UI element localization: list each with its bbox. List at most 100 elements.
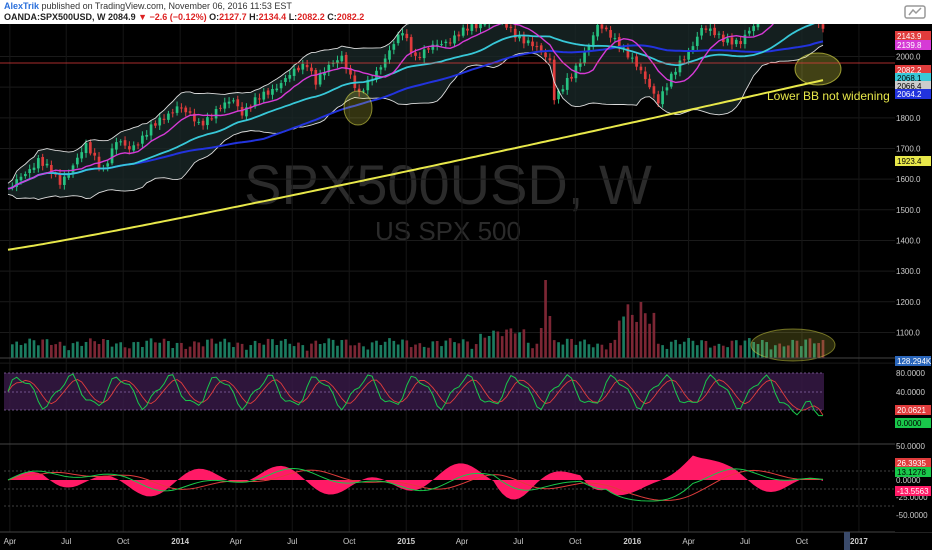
- candle-body: [444, 41, 448, 44]
- volume-bar: [32, 340, 36, 358]
- volume-bar: [726, 347, 729, 358]
- volume-bar: [557, 342, 560, 358]
- candle-body: [505, 24, 508, 28]
- price-tag-label: 2068.1: [897, 74, 922, 83]
- volume-bar: [357, 342, 361, 358]
- volume-bar: [652, 312, 656, 358]
- volume-bar: [791, 339, 794, 358]
- volume-bar: [240, 343, 244, 358]
- candle-body: [297, 67, 300, 71]
- volume-bar: [89, 338, 92, 358]
- ma-long-line: [7, 79, 824, 251]
- volume-bar: [80, 345, 84, 358]
- candle-body: [305, 64, 309, 68]
- bollinger-lower-line: [7, 44, 824, 200]
- candle-body: [340, 55, 344, 62]
- volume-bar: [258, 343, 261, 358]
- candle-body: [145, 134, 149, 137]
- volume-bar: [782, 346, 786, 358]
- rsi-tick-label: 80.0000: [896, 369, 925, 378]
- volume-bar: [331, 339, 335, 358]
- candle-body: [691, 46, 695, 52]
- volume-bar: [587, 344, 591, 358]
- volume-bar: [435, 340, 439, 358]
- candle-body: [427, 48, 430, 50]
- price-scale[interactable]: [895, 24, 932, 532]
- volume-bar: [249, 345, 253, 358]
- candle-body: [695, 36, 699, 46]
- volume-tag: [895, 356, 931, 366]
- price-tag-label: 2082.2: [897, 66, 922, 75]
- candle-body: [210, 118, 214, 120]
- volume-bar: [149, 338, 153, 358]
- candle-body: [37, 158, 40, 169]
- price-tag: [895, 156, 931, 166]
- price-tick-label: 1800.0: [896, 114, 921, 123]
- volume-bar: [102, 338, 105, 358]
- candle-body: [643, 71, 647, 80]
- candle-body: [58, 172, 62, 185]
- volume-bar: [687, 338, 690, 358]
- open-label: O:: [209, 12, 220, 22]
- volume-bar: [427, 347, 430, 358]
- author-link[interactable]: AlexTrik: [4, 1, 40, 11]
- candle-body: [652, 86, 656, 94]
- volume-bar: [548, 316, 552, 358]
- candle-body: [539, 45, 543, 53]
- time-tick-label: 2014: [171, 537, 189, 546]
- candle-body: [193, 113, 196, 122]
- candle-body: [552, 59, 556, 101]
- macd-tag-label: 26.3935: [897, 459, 926, 468]
- candle-body: [704, 28, 708, 30]
- candle-body: [50, 165, 53, 174]
- macd-tag: [895, 458, 931, 468]
- candle-body: [626, 47, 630, 58]
- candle-body: [71, 165, 75, 174]
- volume-bar: [349, 345, 352, 358]
- candle-body: [171, 112, 175, 114]
- candle-body: [123, 140, 127, 146]
- volume-bar: [19, 344, 23, 358]
- volume-bar: [474, 344, 478, 358]
- volume-bar: [362, 346, 365, 358]
- volume-bar: [639, 302, 643, 358]
- candle-body: [214, 109, 218, 119]
- candle-body: [67, 173, 71, 178]
- volume-bar: [132, 342, 136, 358]
- candle-body: [245, 107, 248, 117]
- candle-body: [448, 42, 452, 44]
- volume-bar: [518, 332, 521, 358]
- volume-bar: [461, 339, 465, 358]
- volume-bar: [604, 349, 608, 358]
- volume-bar: [583, 339, 586, 358]
- candle-body: [418, 57, 422, 59]
- volume-bar: [739, 345, 742, 358]
- chart-canvas[interactable]: SPX500USD, W US SPX 500 Lower BB not wid…: [0, 24, 932, 550]
- candle-body: [219, 107, 222, 109]
- macd-tick-label: 0.0000: [896, 476, 921, 485]
- annotation-text: Lower BB not widening: [767, 89, 890, 103]
- publish-info: published on TradingView.com, November 0…: [41, 1, 292, 11]
- volume-bar: [375, 340, 378, 358]
- candle-body: [591, 35, 595, 47]
- volume-bar: [765, 342, 768, 358]
- volume-bar: [717, 343, 721, 358]
- price-tick-label: 1700.0: [896, 144, 921, 153]
- candle-body: [665, 87, 669, 91]
- volume-bar: [600, 344, 604, 358]
- volume-bar: [37, 345, 40, 358]
- volume-bar: [297, 342, 300, 358]
- price-tick-label: 1100.0: [896, 328, 920, 337]
- candle-body: [201, 120, 205, 126]
- volume-bar: [665, 348, 669, 358]
- volume-bar: [28, 338, 32, 358]
- volume-bar: [457, 343, 461, 358]
- volume-bar: [201, 346, 205, 358]
- tradingview-logo-icon: [904, 5, 926, 19]
- volume-bar: [119, 342, 123, 358]
- candle-body: [206, 117, 209, 126]
- volume-bar: [210, 338, 214, 358]
- volume-bar: [171, 348, 175, 358]
- volume-bar: [700, 340, 703, 358]
- candle-body: [232, 100, 235, 102]
